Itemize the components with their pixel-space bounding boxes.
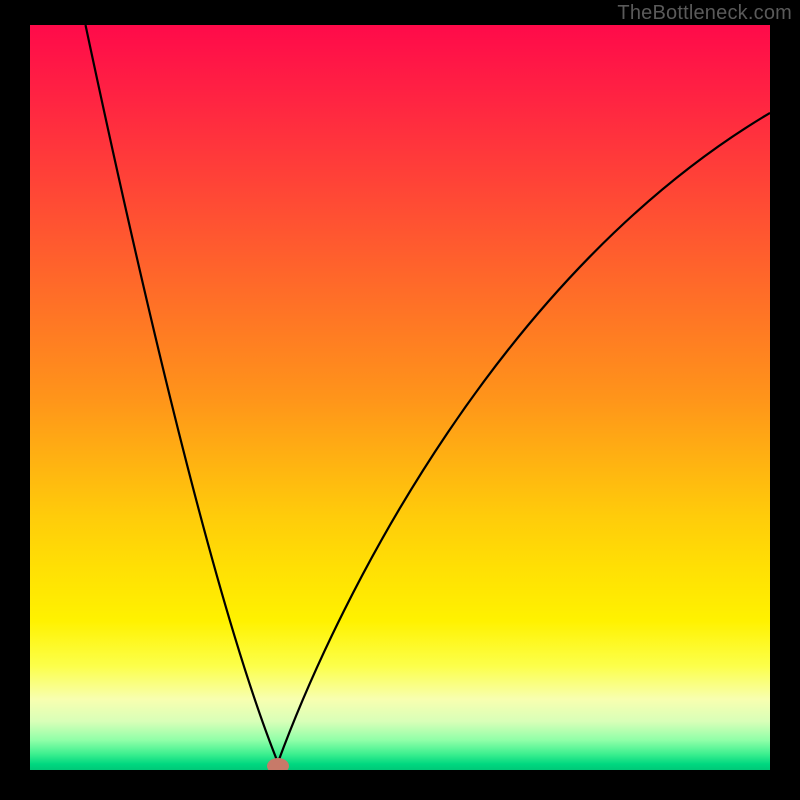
watermark-text: TheBottleneck.com <box>617 2 792 25</box>
optimal-point-marker <box>267 758 289 770</box>
chart-plot-area <box>30 25 770 770</box>
bottleneck-curve <box>30 25 770 770</box>
